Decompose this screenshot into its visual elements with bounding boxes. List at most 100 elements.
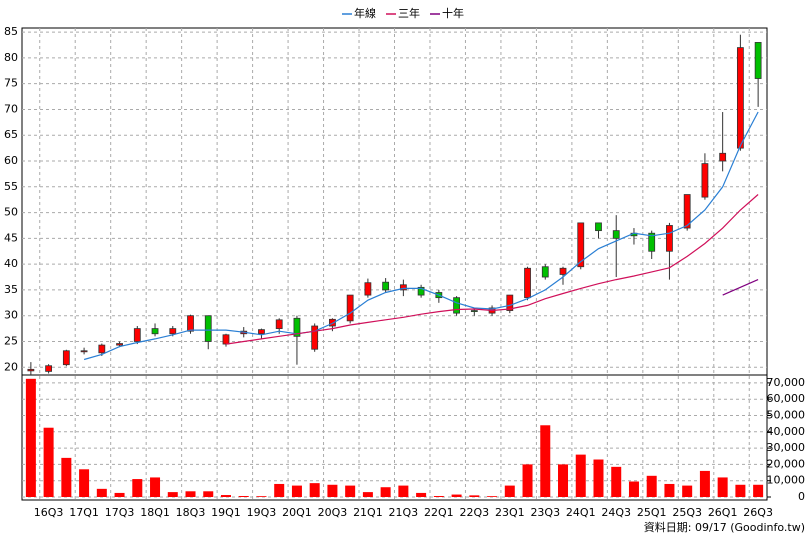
x-tick-label: 19Q1 xyxy=(211,506,241,519)
volume-bar xyxy=(504,485,515,497)
candle-body xyxy=(683,194,691,229)
x-tick-label: 18Q3 xyxy=(176,506,206,519)
volume-bar xyxy=(646,475,657,497)
volume-bar xyxy=(291,485,302,497)
candle-body xyxy=(736,47,744,149)
volume-bar xyxy=(61,457,72,497)
candle-body xyxy=(329,318,336,327)
candle-body xyxy=(666,225,673,252)
y2-tick-label: 20,000 xyxy=(767,457,806,470)
x-tick-label: 23Q1 xyxy=(495,506,525,519)
volume-bar xyxy=(132,479,143,497)
volume-bar xyxy=(451,494,462,497)
candle-body xyxy=(116,343,123,346)
volume-bar xyxy=(203,491,214,497)
volume-bar xyxy=(114,492,125,497)
volume-bar xyxy=(327,484,338,497)
candle-body xyxy=(648,232,656,252)
candle-body xyxy=(169,328,177,335)
candle-body xyxy=(62,350,70,366)
y-tick-label: 70 xyxy=(4,102,18,115)
candle-body xyxy=(293,317,301,337)
volume-bar xyxy=(717,477,728,497)
candle-body xyxy=(258,329,265,335)
candle-body xyxy=(311,325,319,350)
volume-bar xyxy=(185,491,196,497)
x-tick-label: 26Q3 xyxy=(743,506,773,519)
candle-body xyxy=(346,294,354,322)
candle-body xyxy=(719,152,727,162)
volume-bar xyxy=(558,464,569,497)
ma-line xyxy=(83,111,759,361)
x-tick-label: 20Q1 xyxy=(282,506,312,519)
candle-body xyxy=(701,163,709,198)
y2-tick-label: 10,000 xyxy=(767,474,806,487)
x-tick-label: 20Q3 xyxy=(318,506,348,519)
candle-body xyxy=(524,267,531,299)
ma-line xyxy=(722,279,759,296)
volume-bar xyxy=(43,427,54,497)
y-tick-label: 30 xyxy=(4,309,18,322)
volume-bar xyxy=(167,492,178,497)
volume-bar xyxy=(664,483,675,497)
legend-label: 十年 xyxy=(442,6,464,20)
volume-bar xyxy=(362,492,373,497)
candle-body xyxy=(612,230,620,239)
x-tick-label: 21Q1 xyxy=(353,506,383,519)
y-tick-label: 40 xyxy=(4,257,18,270)
candle-body xyxy=(417,286,425,296)
ma-line xyxy=(225,194,759,345)
volume-bar xyxy=(150,477,161,497)
x-tick-label: 17Q1 xyxy=(69,506,99,519)
volume-bar xyxy=(416,492,427,497)
candle-body xyxy=(45,365,53,372)
candle-body xyxy=(559,267,567,275)
candle-body xyxy=(133,328,141,342)
y-tick-label: 25 xyxy=(4,334,18,347)
candle-body xyxy=(506,294,514,311)
candle-body xyxy=(187,315,194,332)
volume-bar xyxy=(575,454,586,497)
candle-body xyxy=(80,350,88,353)
y2-tick-label: 50,000 xyxy=(767,408,806,421)
volume-bar xyxy=(593,459,604,497)
y-tick-label: 50 xyxy=(4,206,18,219)
x-tick-label: 26Q1 xyxy=(708,506,738,519)
x-tick-label: 23Q3 xyxy=(530,506,560,519)
x-tick-label: 25Q3 xyxy=(672,506,702,519)
candle-body xyxy=(98,344,106,354)
candle-body xyxy=(275,319,283,329)
x-tick-label: 17Q3 xyxy=(105,506,135,519)
legend-label: 三年 xyxy=(398,6,420,20)
y2-tick-label: 70,000 xyxy=(767,376,806,389)
candle-body xyxy=(470,310,478,312)
volume-bar xyxy=(380,487,391,497)
volume-bar xyxy=(96,488,107,497)
y-tick-label: 65 xyxy=(4,128,18,141)
x-tick-label: 18Q1 xyxy=(140,506,170,519)
volume-bar xyxy=(682,485,693,497)
y2-tick-label: 60,000 xyxy=(767,392,806,405)
volume-bar xyxy=(433,496,444,497)
volume-bar xyxy=(628,481,639,497)
candle-body xyxy=(541,266,549,278)
y-tick-label: 20 xyxy=(4,360,18,373)
x-tick-label: 24Q1 xyxy=(566,506,596,519)
y-tick-label: 35 xyxy=(4,283,18,296)
candle-body xyxy=(382,281,390,291)
x-tick-label: 25Q1 xyxy=(637,506,667,519)
volume-bar xyxy=(469,495,480,497)
volume-bar xyxy=(220,495,231,497)
y-tick-label: 85 xyxy=(4,25,18,38)
candle-body xyxy=(364,282,372,296)
candle-body xyxy=(577,222,585,268)
volume-bar xyxy=(522,464,533,497)
candle-body xyxy=(453,297,460,314)
volume-bar xyxy=(309,483,320,497)
volume-bar xyxy=(735,484,746,497)
candle-body xyxy=(222,334,230,345)
candle-body xyxy=(27,368,35,372)
x-tick-label: 16Q3 xyxy=(34,506,64,519)
y-tick-label: 60 xyxy=(4,154,18,167)
candle-body xyxy=(595,222,602,232)
